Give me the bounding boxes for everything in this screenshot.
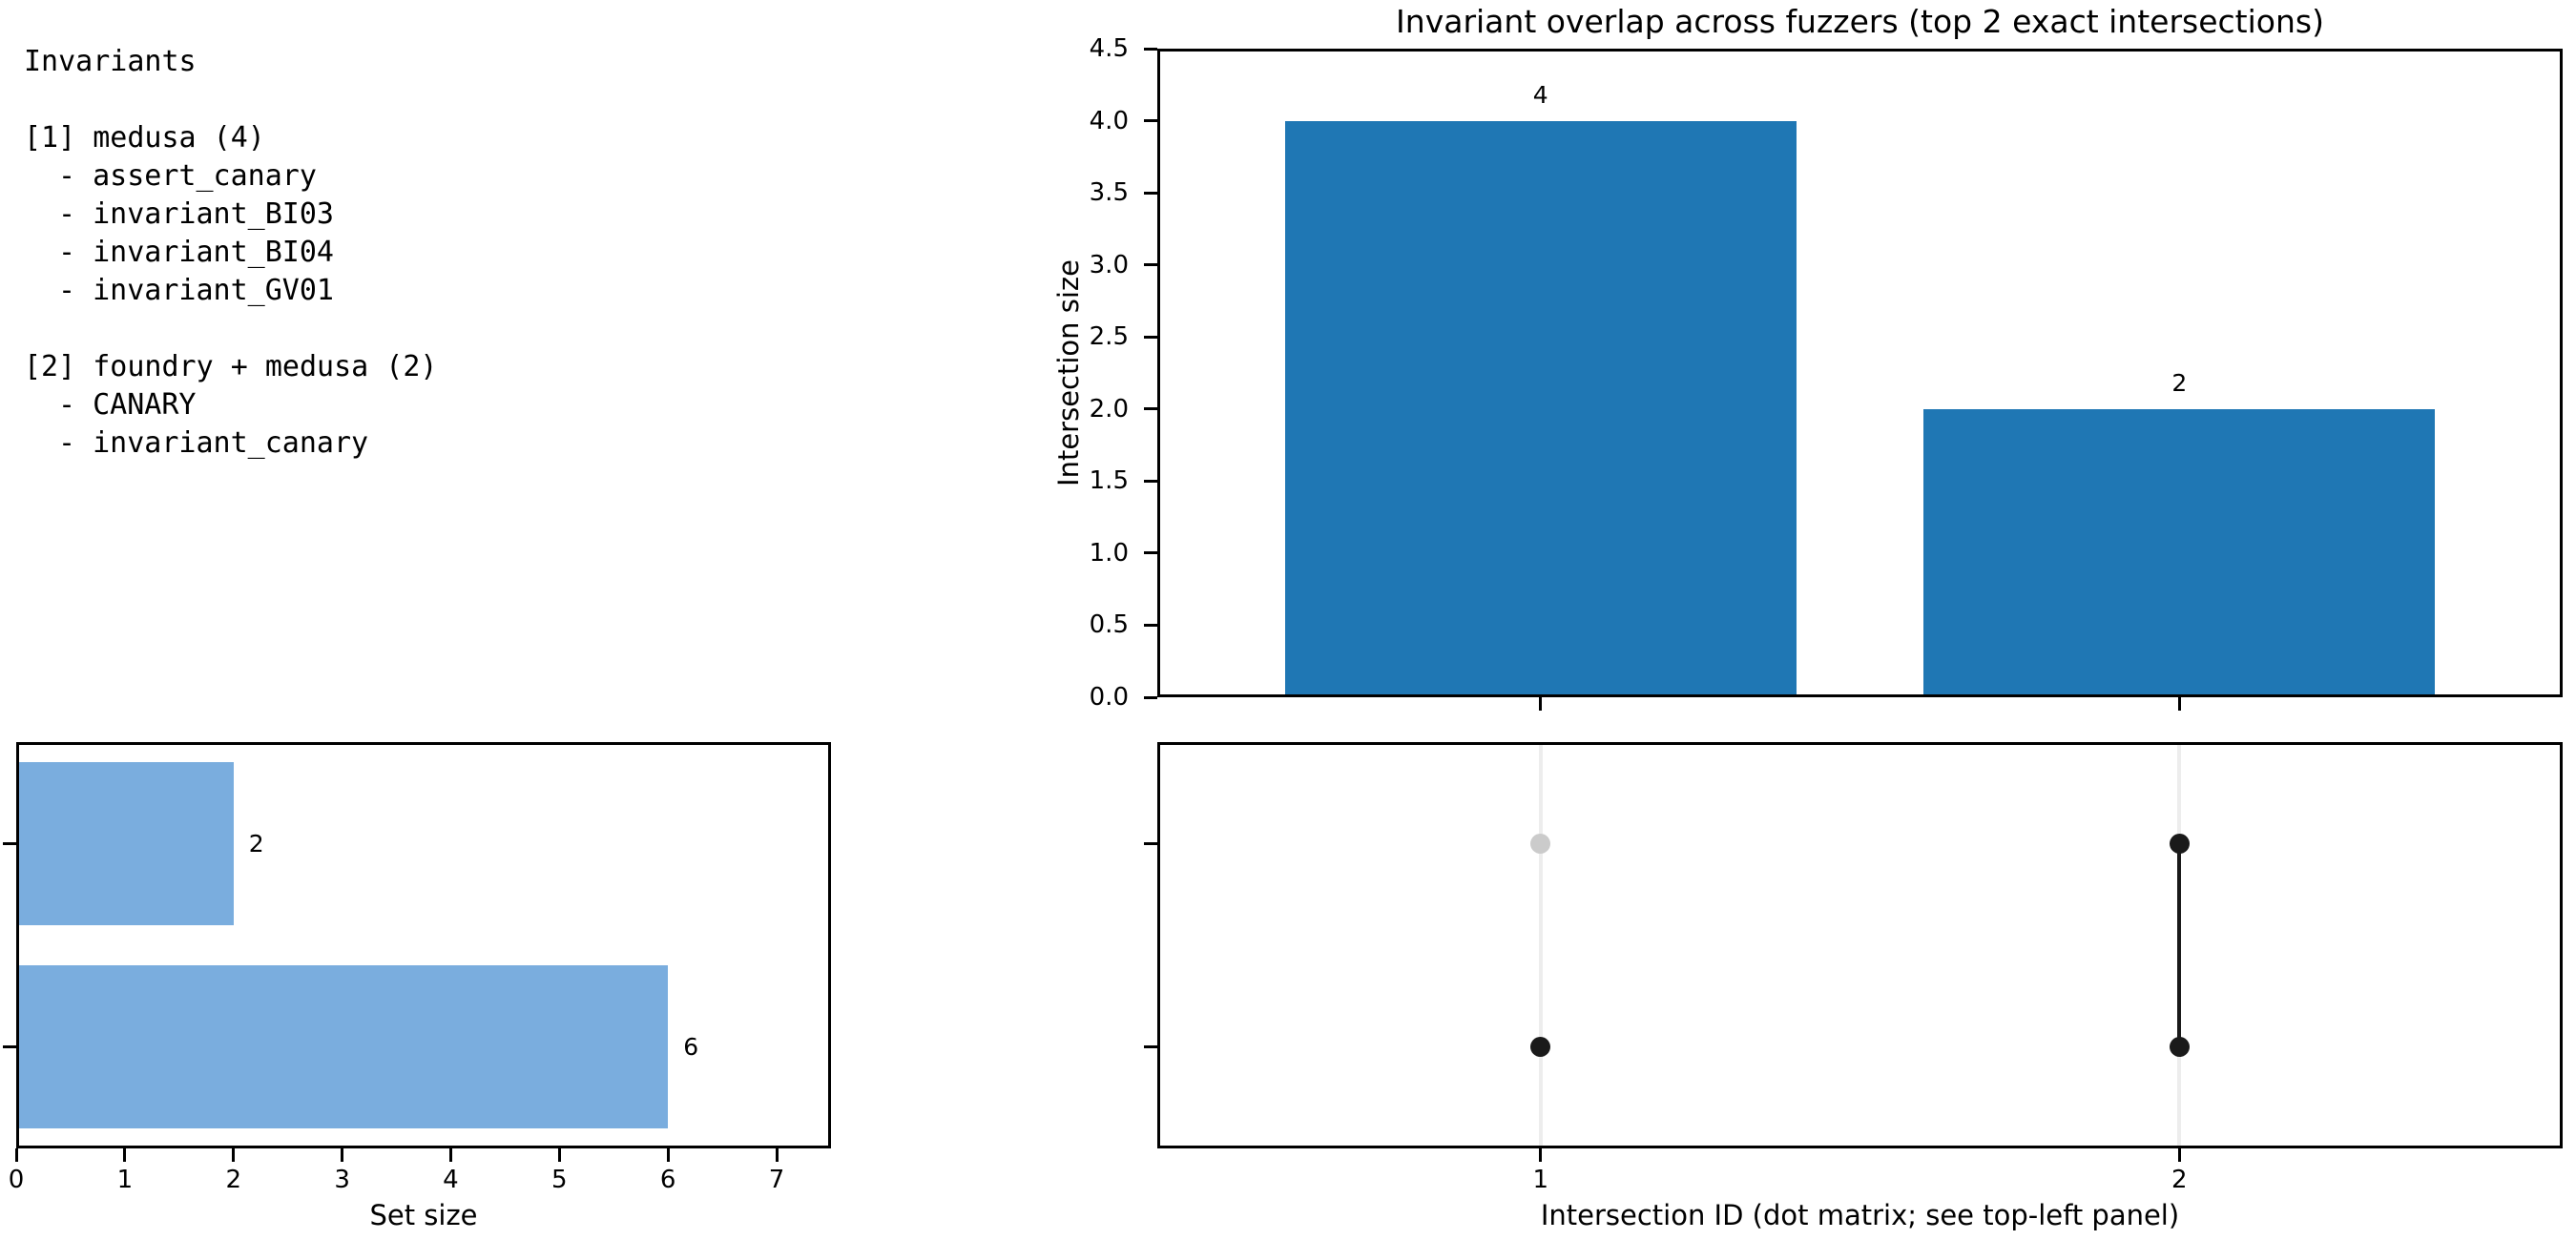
x-tick-label: 2 bbox=[225, 1166, 241, 1194]
dot-active bbox=[1530, 1037, 1551, 1057]
x-tick bbox=[666, 1148, 670, 1162]
panel-title: Invariants bbox=[24, 45, 197, 78]
text-blank-line bbox=[24, 310, 437, 348]
grid-line bbox=[1538, 745, 1543, 1146]
x-tick bbox=[448, 1148, 452, 1162]
y-tick bbox=[1144, 119, 1157, 123]
bar-value-label: 4 bbox=[1532, 80, 1548, 109]
x-tick-label: 5 bbox=[551, 1166, 568, 1194]
y-tick bbox=[1144, 842, 1157, 845]
x-tick bbox=[341, 1148, 344, 1162]
y-tick bbox=[1144, 335, 1157, 339]
x-tick-label: 6 bbox=[659, 1166, 676, 1194]
bar-value-label: 2 bbox=[2171, 368, 2188, 397]
y-tick-label: 0.0 bbox=[1089, 683, 1129, 712]
x-tick bbox=[14, 1148, 18, 1162]
invariant-item: - invariant_BI04 bbox=[58, 236, 334, 269]
y-tick bbox=[1144, 263, 1157, 267]
dot-active bbox=[2169, 834, 2190, 854]
x-tick-label: 2 bbox=[2171, 1166, 2188, 1194]
y-tick-label: 1.5 bbox=[1089, 466, 1129, 496]
x-tick-label: 7 bbox=[768, 1166, 785, 1194]
chart-title: Invariant overlap across fuzzers (top 2 … bbox=[1396, 3, 2324, 40]
y-tick-label: 0.5 bbox=[1089, 610, 1129, 640]
y-tick bbox=[1144, 551, 1157, 555]
y-tick bbox=[1144, 1045, 1157, 1048]
invariants-panel: Invariants [1] medusa (4) - assert_canary… bbox=[24, 43, 437, 463]
bar-value-label: 6 bbox=[683, 1032, 699, 1061]
dot-connector bbox=[2177, 843, 2182, 1047]
invariant-item: - invariant_GV01 bbox=[58, 274, 334, 307]
invariant-item: - invariant_canary bbox=[58, 426, 369, 460]
intersection-bar bbox=[1923, 408, 2436, 697]
dot-active bbox=[2169, 1037, 2190, 1057]
y-tick bbox=[3, 1045, 16, 1048]
y-tick-label: 3.0 bbox=[1089, 250, 1129, 279]
y-tick bbox=[1144, 479, 1157, 483]
x-tick bbox=[123, 1148, 127, 1162]
dot-inactive bbox=[1530, 834, 1551, 854]
y-tick bbox=[1144, 407, 1157, 411]
x-tick-label: 0 bbox=[8, 1166, 25, 1194]
text-blank-line bbox=[24, 81, 437, 119]
y-tick-label: 4.0 bbox=[1089, 106, 1129, 135]
y-tick-label: 4.5 bbox=[1089, 34, 1129, 63]
y-tick bbox=[1144, 623, 1157, 627]
x-axis-label-intersection-id: Intersection ID (dot matrix; see top-lef… bbox=[1540, 1199, 2180, 1231]
set-size-bar bbox=[16, 965, 669, 1128]
invariant-item: - CANARY bbox=[58, 388, 197, 422]
x-tick bbox=[557, 1148, 561, 1162]
x-tick bbox=[775, 1148, 779, 1162]
x-axis-label-set-size: Set size bbox=[369, 1199, 478, 1231]
y-tick-label: 3.5 bbox=[1089, 178, 1129, 208]
intersection-bar bbox=[1284, 120, 1797, 697]
set-size-bar bbox=[16, 762, 234, 925]
x-tick bbox=[2177, 697, 2181, 711]
x-tick-label: 3 bbox=[334, 1166, 350, 1194]
y-tick-label: 2.5 bbox=[1089, 322, 1129, 352]
group-header: [1] medusa (4) bbox=[24, 121, 265, 155]
x-tick bbox=[232, 1148, 236, 1162]
dot-matrix-frame bbox=[1157, 742, 2563, 1148]
invariant-item: - invariant_BI03 bbox=[58, 197, 334, 231]
y-tick bbox=[3, 842, 16, 845]
x-tick bbox=[1539, 1148, 1543, 1162]
y-tick bbox=[1144, 695, 1157, 699]
y-tick bbox=[1144, 191, 1157, 195]
invariant-item: - assert_canary bbox=[58, 159, 317, 193]
y-tick-label: 2.0 bbox=[1089, 394, 1129, 424]
y-tick-label: 1.0 bbox=[1089, 538, 1129, 568]
x-tick-label: 1 bbox=[1532, 1166, 1548, 1194]
y-tick bbox=[1144, 47, 1157, 51]
x-tick-label: 4 bbox=[443, 1166, 459, 1194]
x-tick-label: 1 bbox=[116, 1166, 134, 1194]
x-tick bbox=[1539, 697, 1543, 711]
x-tick bbox=[2177, 1148, 2181, 1162]
bar-value-label: 2 bbox=[248, 829, 264, 858]
group-header: [2] foundry + medusa (2) bbox=[24, 350, 438, 383]
